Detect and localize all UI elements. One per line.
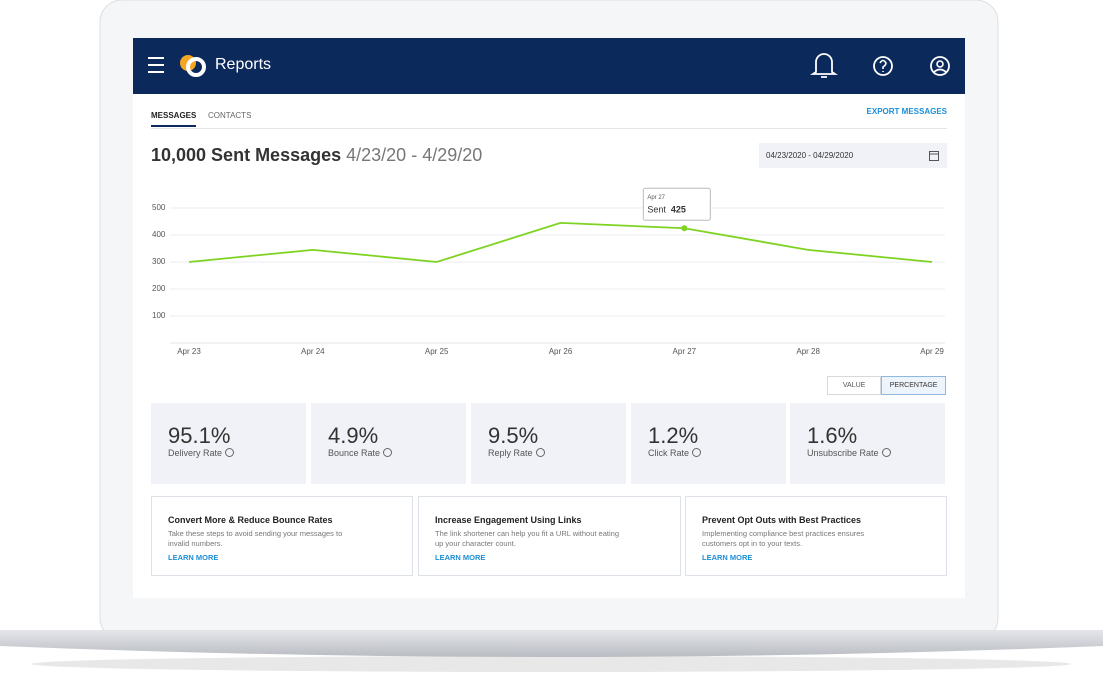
divider (151, 128, 947, 129)
top-bar: Reports (133, 38, 965, 94)
y-tick-label: 500 (152, 203, 166, 212)
card-title: Increase Engagement Using Links (435, 515, 582, 525)
x-tick-label: Apr 28 (796, 347, 820, 356)
stat-card: 1.2% Click Rate (631, 403, 786, 484)
stat-card: 9.5% Reply Rate (471, 403, 626, 484)
tooltip (642, 187, 711, 221)
nav-icons (148, 53, 950, 78)
stat-label-text: Reply Rate (488, 448, 533, 458)
tooltip-label: Sent (647, 205, 666, 215)
line-chart: 100 200 300 400 500 Apr 23 Apr 24 Apr 25 Apr 26 A… (152, 187, 945, 356)
info-card: Increase Engagement Using Links The link … (418, 496, 681, 576)
help-icon (535, 448, 545, 457)
date-picker[interactable]: 04/23/2020 - 04/29/2020 (759, 143, 947, 168)
card-link[interactable]: LEARN MORE (702, 553, 753, 562)
stat-card: 1.6% Unsubscribe Rate (790, 403, 945, 484)
date-range: 04/23/2020 - 04/29/2020 (766, 151, 854, 160)
stat-label: Click Rate (648, 448, 702, 458)
info-card: Prevent Opt Outs with Best Practices Impl… (685, 496, 947, 576)
calendar-icon (929, 151, 939, 161)
x-tick-label: Apr 24 (301, 347, 325, 356)
help-icon (225, 448, 235, 457)
stat-label-text: Click Rate (648, 448, 690, 458)
stat-card: 95.1% Delivery Rate (151, 403, 306, 484)
stat-label: Unsubscribe Rate (807, 448, 891, 458)
x-tick-label: Apr 23 (177, 347, 201, 356)
toggle-option[interactable]: PERCENTAGE (881, 376, 946, 395)
tab[interactable]: MESSAGES (151, 111, 197, 127)
x-tick-label: Apr 29 (920, 347, 944, 356)
tab[interactable]: CONTACTS (208, 111, 252, 120)
help-icon (692, 448, 702, 457)
summary: 10,000 Sent Messages 4/23/20 - 4/29/20 (151, 145, 482, 166)
toggle: VALUE PERCENTAGE (827, 376, 946, 395)
summary-count: 10,000 Sent Messages (151, 145, 342, 165)
card-text: The link shortener can help you fit a UR… (435, 529, 619, 548)
y-tick-label: 300 (152, 257, 166, 266)
toggle-option[interactable]: VALUE (827, 376, 882, 395)
y-tick-label: 200 (152, 284, 166, 293)
y-tick-label: 400 (152, 230, 166, 239)
x-tick-label: Apr 25 (425, 347, 449, 356)
stat-value: 1.6% (807, 423, 858, 448)
card-link[interactable]: LEARN MORE (168, 553, 219, 562)
y-tick-label: 100 (152, 311, 166, 320)
data-line (188, 221, 933, 263)
card-text: Implementing compliance best practices e… (702, 529, 865, 548)
x-tick-label: Apr 27 (673, 347, 697, 356)
stat-label: Reply Rate (488, 448, 545, 458)
stat-value: 9.5% (488, 423, 539, 448)
stat-value: 95.1% (168, 423, 231, 448)
info-card: Convert More & Reduce Bounce Rates Take t… (151, 496, 413, 576)
tooltip-value: 425 (671, 205, 686, 215)
x-tick-label: Apr 26 (549, 347, 573, 356)
stat-value: 1.2% (648, 423, 699, 448)
card-title: Convert More & Reduce Bounce Rates (168, 515, 333, 525)
card-link[interactable]: LEARN MORE (435, 553, 486, 562)
page-title: Reports (215, 56, 272, 73)
tooltip-date: Apr 27 (647, 195, 665, 201)
card-title: Prevent Opt Outs with Best Practices (702, 515, 862, 525)
summary-range: 4/23/20 - 4/29/20 (346, 145, 483, 165)
stat-label-text: Delivery Rate (168, 448, 223, 458)
help-icon (383, 448, 393, 457)
export-link[interactable]: EXPORT MESSAGES (866, 107, 947, 116)
data-point (681, 225, 688, 232)
card-text: Take these steps to avoid sending your m… (168, 529, 343, 548)
help-icon (881, 448, 891, 457)
stat-label-text: Bounce Rate (328, 448, 381, 458)
stat-card: 4.9% Bounce Rate (311, 403, 466, 484)
stat-value: 4.9% (328, 423, 379, 448)
stat-label-text: Unsubscribe Rate (807, 448, 879, 458)
tooltip-text: Sent 425 (647, 205, 686, 215)
stat-label: Delivery Rate (168, 448, 235, 458)
stat-label: Bounce Rate (328, 448, 393, 458)
